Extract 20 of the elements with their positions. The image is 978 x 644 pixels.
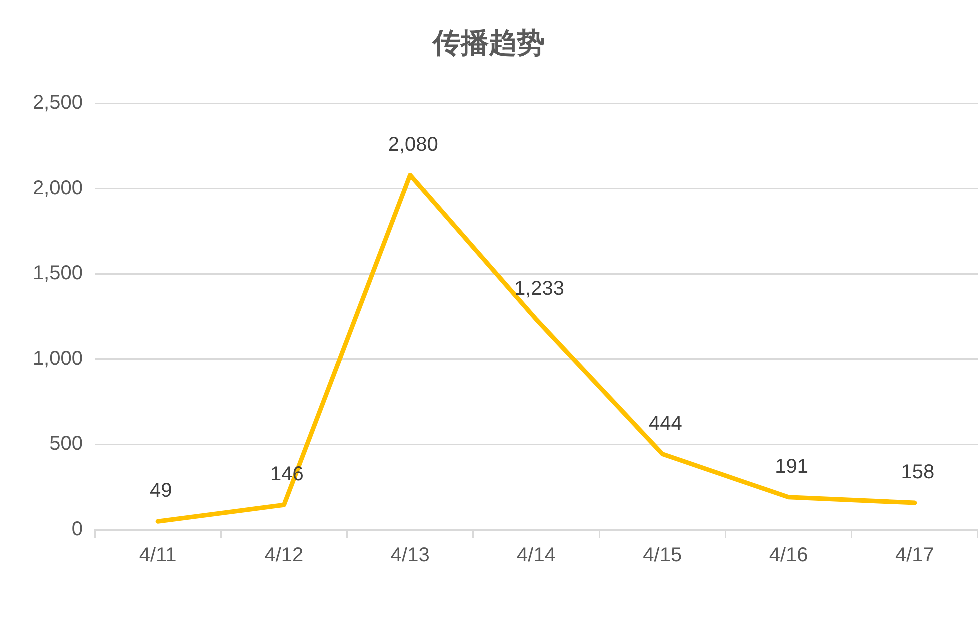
x-tick-label: 4/11	[139, 544, 177, 567]
x-tick-label: 4/12	[264, 544, 304, 567]
y-tick-label: 500	[50, 433, 83, 456]
x-tick-label: 4/15	[643, 544, 682, 567]
data-label: 158	[901, 462, 935, 484]
chart-title: 传播趋势	[432, 28, 545, 59]
x-tick-label: 4/17	[895, 544, 934, 567]
y-tick-label: 2,500	[32, 92, 83, 114]
data-label: 191	[775, 456, 808, 478]
data-label: 1,233	[514, 278, 565, 300]
data-label: 444	[648, 412, 682, 435]
y-tick-label: 1,000	[32, 348, 83, 370]
x-tick-label: 4/13	[390, 544, 430, 567]
x-tick-label: 4/16	[769, 544, 808, 567]
y-tick-label: 2,000	[32, 177, 83, 200]
x-tick-label: 4/14	[517, 544, 556, 567]
y-tick-label: 1,500	[32, 262, 83, 285]
data-label: 2,080	[388, 134, 438, 156]
data-label: 49	[150, 480, 172, 502]
y-tick-label: 0	[72, 518, 83, 541]
